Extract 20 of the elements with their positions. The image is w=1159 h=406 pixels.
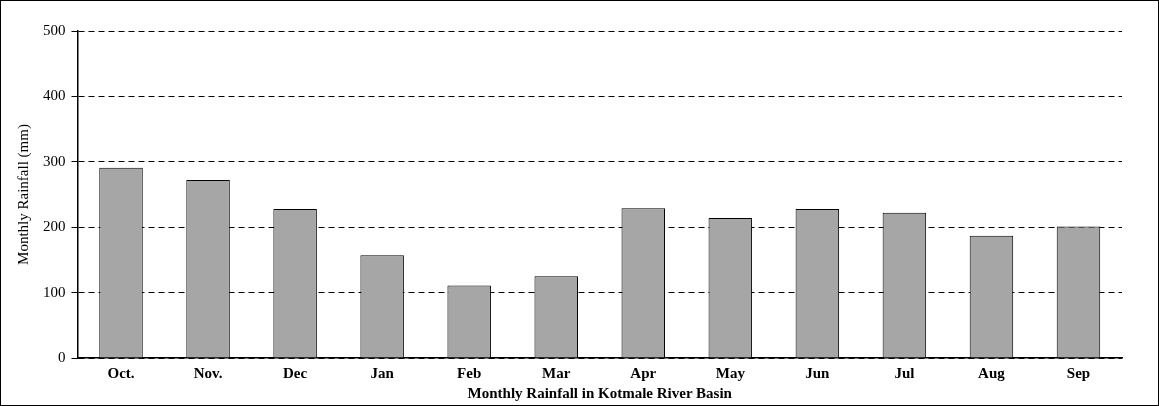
- y-tick-label: 300: [43, 152, 66, 169]
- x-tick-label: Apr: [630, 364, 657, 381]
- y-tick-label: 100: [43, 283, 66, 300]
- x-tick-label: Dec: [283, 364, 308, 381]
- x-tick-label: Jul: [894, 364, 915, 381]
- y-tick-label: 500: [43, 21, 66, 38]
- x-tick-label: May: [715, 364, 746, 381]
- x-axis-title: Monthly Rainfall in Kotmale River Basin: [467, 384, 733, 401]
- x-tick-label: Oct.: [107, 364, 135, 381]
- x-tick-label: Feb: [457, 364, 482, 381]
- x-tick-label: Nov.: [193, 364, 223, 381]
- x-tick-label: Jun: [805, 364, 831, 381]
- x-tick-label: Jan: [370, 364, 395, 381]
- y-axis-title: Monthly Rainfall (mm): [14, 124, 32, 265]
- x-tick-label: Sep: [1066, 364, 1091, 381]
- x-tick-label: Aug: [978, 364, 1006, 381]
- y-tick-label: 0: [58, 348, 66, 365]
- y-tick-label: 200: [43, 218, 66, 235]
- x-tick-label: Mar: [542, 364, 571, 381]
- y-tick-label: 400: [43, 87, 66, 104]
